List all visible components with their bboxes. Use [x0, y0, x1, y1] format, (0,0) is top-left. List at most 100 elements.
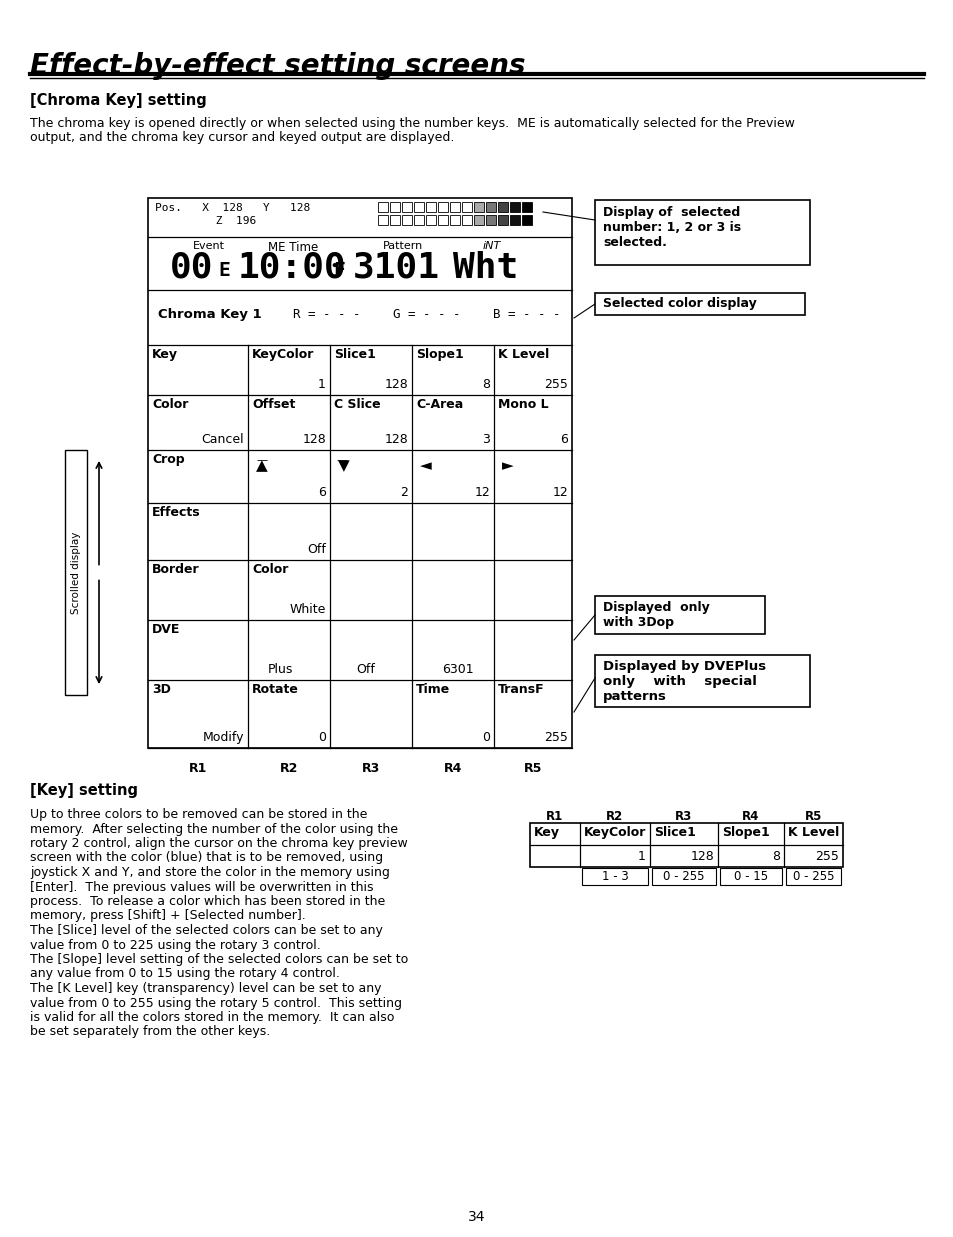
Text: 255: 255: [543, 379, 567, 391]
Text: 0 - 255: 0 - 255: [792, 870, 833, 883]
Text: White: White: [290, 602, 326, 616]
Text: R2: R2: [606, 810, 623, 823]
Text: Effect-by-effect setting screens: Effect-by-effect setting screens: [30, 52, 525, 80]
Bar: [414, 202, 423, 212]
Bar: [485, 202, 496, 212]
Text: 6: 6: [559, 433, 567, 447]
Text: Offset: Offset: [252, 398, 295, 411]
Text: 12: 12: [474, 486, 490, 499]
Text: 6: 6: [317, 486, 326, 499]
Text: Slope1: Slope1: [721, 826, 769, 839]
Text: F: F: [333, 261, 344, 280]
Text: 255: 255: [543, 731, 567, 743]
Text: 0: 0: [481, 731, 490, 743]
Text: 12: 12: [552, 486, 567, 499]
Text: value from 0 to 225 using the rotary 3 control.: value from 0 to 225 using the rotary 3 c…: [30, 939, 320, 951]
Text: ▲: ▲: [255, 458, 268, 473]
Text: The [Slope] level setting of the selected colors can be set to: The [Slope] level setting of the selecte…: [30, 952, 408, 966]
Text: ME Time: ME Time: [268, 241, 318, 254]
Text: Chroma Key 1: Chroma Key 1: [158, 308, 261, 320]
Text: 1: 1: [638, 850, 645, 863]
Bar: [581, 868, 647, 884]
Text: [Enter].  The previous values will be overwritten in this: [Enter]. The previous values will be ove…: [30, 881, 374, 893]
Text: Slice1: Slice1: [654, 826, 695, 839]
Text: R5: R5: [523, 762, 541, 776]
Bar: [521, 215, 532, 225]
Text: be set separately from the other keys.: be set separately from the other keys.: [30, 1025, 270, 1039]
Text: Off: Off: [355, 663, 375, 675]
Text: KeyColor: KeyColor: [252, 348, 314, 361]
Text: Event: Event: [193, 241, 225, 251]
Bar: [497, 215, 507, 225]
Text: Slice1: Slice1: [334, 348, 375, 361]
Text: 0 - 255: 0 - 255: [662, 870, 704, 883]
Text: Mono L: Mono L: [497, 398, 548, 411]
Text: K Level: K Level: [497, 348, 549, 361]
Bar: [390, 215, 399, 225]
Bar: [401, 202, 412, 212]
Text: The [Slice] level of the selected colors can be set to any: The [Slice] level of the selected colors…: [30, 924, 382, 936]
Bar: [595, 200, 809, 265]
Bar: [474, 202, 483, 212]
Bar: [65, 450, 87, 695]
Text: R5: R5: [804, 810, 821, 823]
Bar: [595, 293, 804, 315]
Text: [Key] setting: [Key] setting: [30, 783, 138, 798]
Text: R = - - -: R = - - -: [293, 308, 360, 320]
Bar: [426, 202, 436, 212]
Bar: [521, 202, 532, 212]
Text: output, and the chroma key cursor and keyed output are displayed.: output, and the chroma key cursor and ke…: [30, 131, 454, 143]
Text: Modify: Modify: [202, 731, 244, 743]
Text: TransF: TransF: [497, 683, 544, 696]
Text: DVE: DVE: [152, 623, 180, 636]
Text: C Slice: C Slice: [334, 398, 380, 411]
Text: 0 - 15: 0 - 15: [733, 870, 767, 883]
Bar: [377, 202, 388, 212]
Text: 3D: 3D: [152, 683, 171, 696]
Text: Slope1: Slope1: [416, 348, 463, 361]
Text: —: —: [335, 455, 347, 465]
Text: 128: 128: [384, 433, 408, 447]
Bar: [148, 198, 572, 748]
Text: process.  To release a color which has been stored in the: process. To release a color which has be…: [30, 896, 385, 908]
Text: 8: 8: [771, 850, 780, 863]
Text: Key: Key: [534, 826, 559, 839]
Text: 128: 128: [384, 379, 408, 391]
Text: Plus: Plus: [268, 663, 293, 675]
Text: ►: ►: [501, 458, 514, 473]
Text: Color: Color: [152, 398, 188, 411]
Bar: [785, 868, 841, 884]
Text: 34: 34: [468, 1210, 485, 1223]
Text: R4: R4: [443, 762, 461, 776]
Text: R3: R3: [675, 810, 692, 823]
Text: Up to three colors to be removed can be stored in the: Up to three colors to be removed can be …: [30, 808, 367, 821]
Text: Scrolled display: Scrolled display: [71, 532, 81, 614]
Bar: [595, 656, 809, 708]
Bar: [461, 215, 472, 225]
Text: Displayed  only
with 3Dop: Displayed only with 3Dop: [602, 601, 709, 628]
Text: joystick X and Y, and store the color in the memory using: joystick X and Y, and store the color in…: [30, 866, 390, 880]
Text: 1 - 3: 1 - 3: [601, 870, 628, 883]
Bar: [401, 215, 412, 225]
Text: R3: R3: [361, 762, 379, 776]
Text: R4: R4: [741, 810, 759, 823]
Text: is valid for all the colors stored in the memory.  It can also: is valid for all the colors stored in th…: [30, 1011, 394, 1024]
Bar: [510, 202, 519, 212]
Text: 2: 2: [399, 486, 408, 499]
Text: screen with the color (blue) that is to be removed, using: screen with the color (blue) that is to …: [30, 851, 383, 865]
Text: Border: Border: [152, 563, 199, 576]
Bar: [651, 868, 716, 884]
Bar: [474, 215, 483, 225]
Text: Rotate: Rotate: [252, 683, 298, 696]
Text: C-Area: C-Area: [416, 398, 463, 411]
Text: rotary 2 control, align the cursor on the chroma key preview: rotary 2 control, align the cursor on th…: [30, 837, 407, 850]
Text: memory, press [Shift] + [Selected number].: memory, press [Shift] + [Selected number…: [30, 909, 305, 923]
Bar: [390, 202, 399, 212]
Bar: [720, 868, 781, 884]
Text: memory.  After selecting the number of the color using the: memory. After selecting the number of th…: [30, 823, 397, 835]
Text: Key: Key: [152, 348, 178, 361]
Bar: [530, 823, 842, 867]
Text: 255: 255: [814, 850, 838, 863]
Text: Display of  selected
number: 1, 2 or 3 is
selected.: Display of selected number: 1, 2 or 3 is…: [602, 207, 740, 249]
Text: Time: Time: [416, 683, 450, 696]
